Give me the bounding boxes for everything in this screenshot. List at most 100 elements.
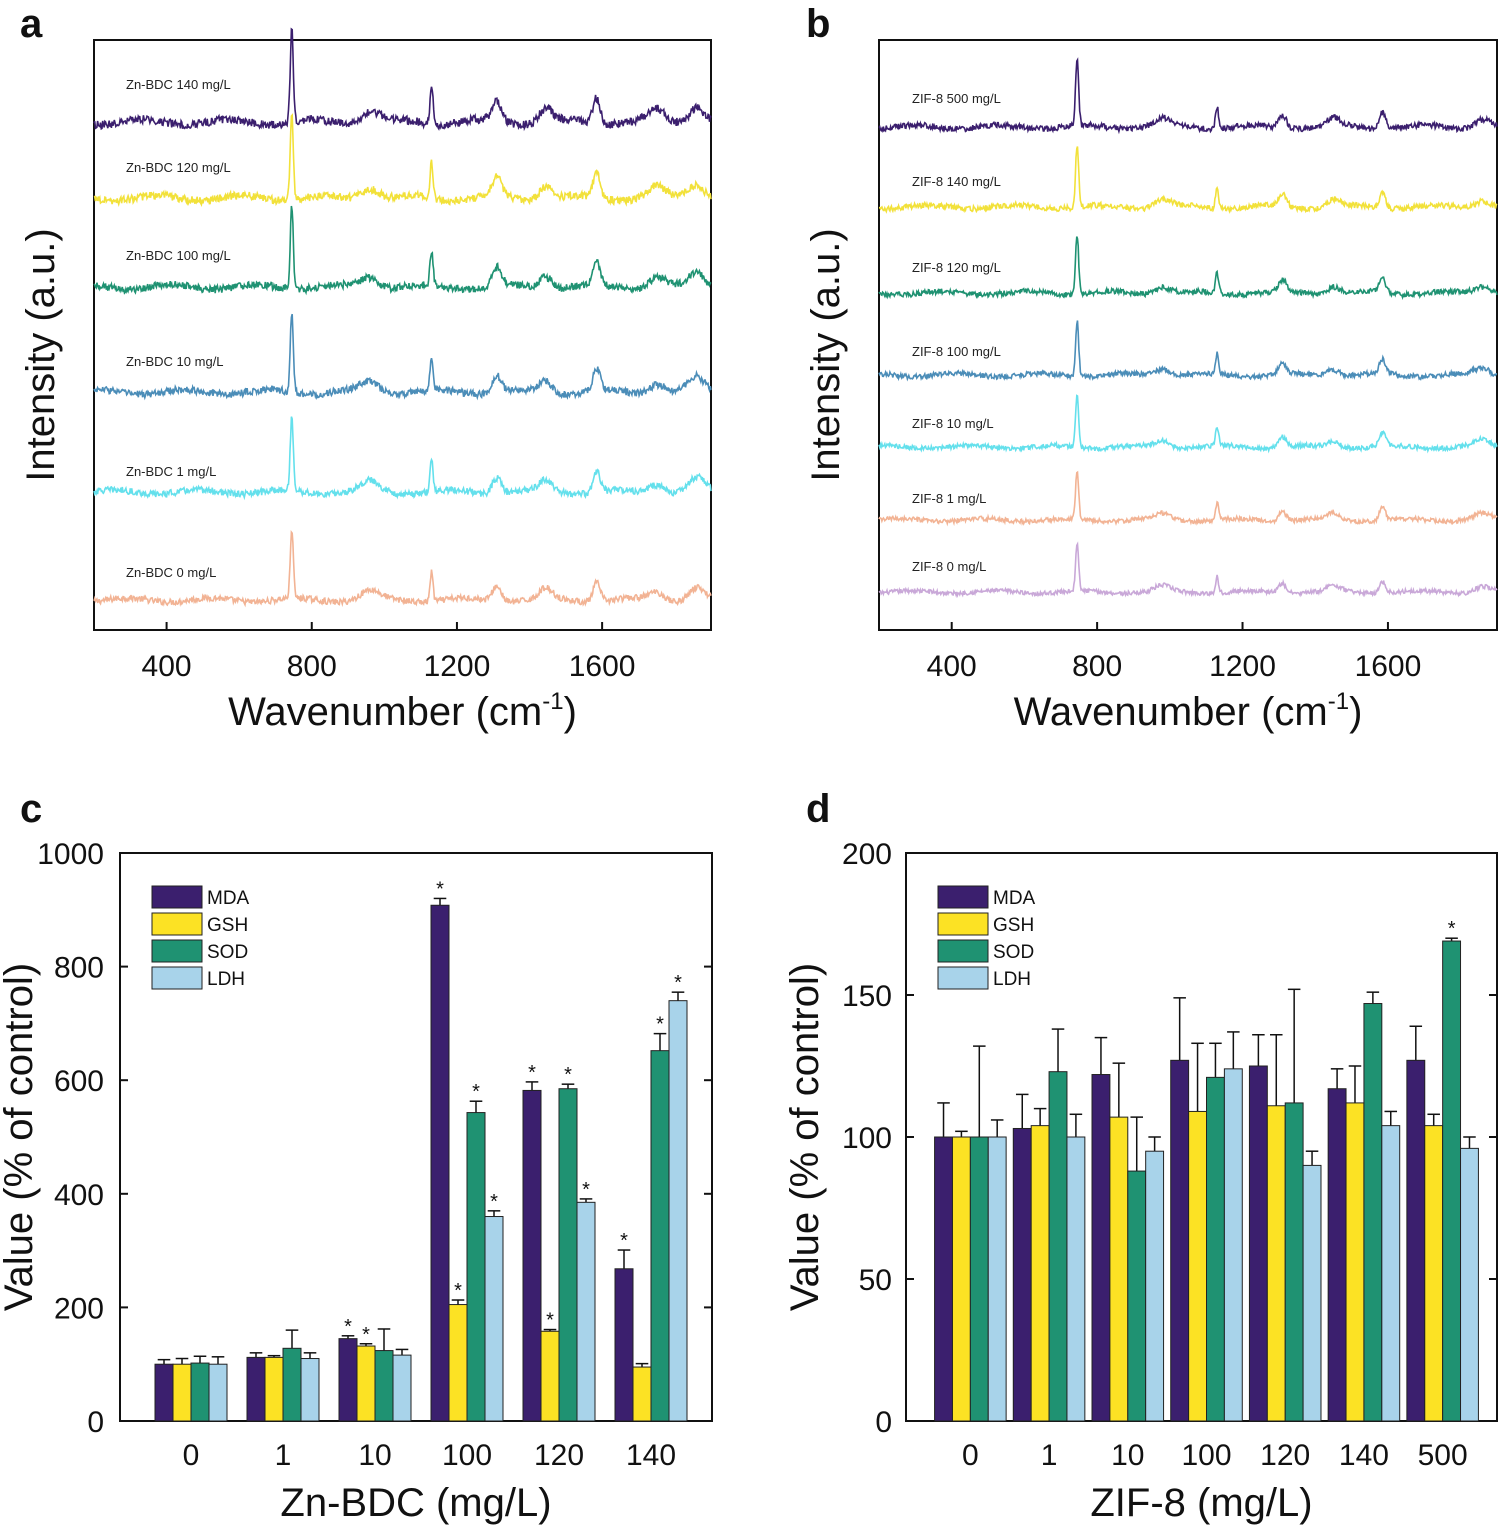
x-tick-label-c: 10 [358,1439,391,1472]
bar-sod-d [1442,940,1462,1422]
x-axis-label-a: Wavenumber (cm-1) [228,688,577,734]
spectrum-line-b-0 [878,541,1498,599]
plot-frame-b [878,39,1498,631]
bar-ldh-c [668,1000,688,1422]
x-tick-label-b: 1200 [1209,650,1276,683]
spectrum-line-a-5 [93,27,712,132]
spectrum-label-b-0: ZIF-8 0 mg/L [912,559,986,574]
x-tick-label-b: 1600 [1355,650,1422,683]
plot-frame-a [93,39,712,631]
x-axis-label-main: Wavenumber (cm [228,690,542,734]
significance-star-c: * [564,1064,572,1086]
significance-star-c: * [436,878,444,900]
spectrum-line-b-5 [878,146,1498,215]
bar-mda-d [934,1136,953,1422]
bar-gsh-c [540,1330,560,1422]
bar-mda-d [1170,1059,1190,1422]
panel-d-bar-chart-zif-8: 0 50 100 150 200 0 1 10 100 120 140 500 ZIF-8 (mg/L)… [783,838,1498,1525]
bar-sod-d [1284,1102,1304,1422]
bar-ldh-c [300,1358,320,1422]
bar-sod-d [1127,1170,1147,1422]
panel-letter-a: a [20,2,43,46]
bar-ldh-d [1460,1147,1479,1422]
bar-gsh-c [172,1363,192,1422]
spectrum-label-b-5: ZIF-8 140 mg/L [912,174,1001,189]
bar-mda-d [1406,1059,1426,1422]
bar-mda-c [614,1268,634,1422]
spectrum-label-b-2: ZIF-8 10 mg/L [912,416,994,431]
bar-ldh-c [576,1201,596,1422]
x-tick-label-c: 1 [275,1439,292,1472]
bar-ldh-d [987,1136,1007,1422]
x-axis-label-close: ) [564,690,577,734]
bar-mda-c [522,1089,542,1422]
significance-star-c: * [454,1280,462,1302]
panel-letter-c: c [20,787,42,831]
bar-sod-d [1363,1003,1383,1422]
x-tick-label-b: 400 [927,650,977,683]
bar-gsh-d [1030,1125,1050,1422]
bar-ldh-d [1302,1164,1322,1422]
spectrum-line-b-1 [878,470,1498,527]
y-axis-label-b: Intensity (a.u.) [804,228,848,481]
bar-gsh-d [951,1136,971,1422]
y-tick-label-d: 100 [842,1122,892,1155]
significance-star-c: * [344,1316,352,1338]
x-tick-label-a: 1600 [569,650,636,683]
y-tick-label-d: 200 [842,838,892,871]
bar-gsh-c [264,1356,284,1422]
x-tick-label-d: 120 [1260,1439,1310,1472]
spectrum-line-a-2 [93,313,712,401]
spectrum-line-b-2 [878,394,1498,454]
bar-gsh-d [1188,1110,1207,1422]
panel-letter-d: d [806,787,830,831]
bar-gsh-d [1266,1105,1286,1422]
legend-label-ldh-c: LDH [207,969,245,990]
bar-mda-d [1012,1127,1032,1422]
x-tick-label-d: 1 [1041,1439,1058,1472]
spectrum-line-a-4 [93,113,712,207]
bar-ldh-d [1381,1125,1401,1422]
legend-label-mda-c: MDA [207,888,250,909]
y-tick-label-c: 800 [54,952,104,985]
spectrum-label-b-3: ZIF-8 100 mg/L [912,344,1001,359]
x-tick-label-a: 1200 [424,650,491,683]
significance-star-c: * [362,1324,370,1346]
y-axis-label-a: Intensity (a.u.) [19,228,63,481]
x-tick-label-d: 10 [1111,1439,1144,1472]
bar-mda-d [1091,1074,1111,1422]
legend-swatch-mda-c [151,885,203,909]
bar-sod-d [1048,1071,1068,1422]
bar-mda-d [1327,1088,1347,1422]
panel-c-bar-chart-zn-bdc: 0 200 400 600 800 1000 0 1 10 100 120 140 Zn-BDC (mg… [0,838,713,1525]
bar-mda-c [154,1363,174,1422]
y-tick-label-c: 0 [87,1406,104,1439]
spectrum-line-b-3 [878,320,1498,382]
x-tick-label-c: 0 [183,1439,200,1472]
spectrum-line-b-6 [878,57,1498,135]
bar-sod-c [466,1112,486,1422]
spectrum-line-a-3 [93,205,712,296]
x-axis-label-close: ) [1349,690,1362,734]
spectrum-label-b-1: ZIF-8 1 mg/L [912,491,986,506]
bar-sod-c [282,1347,302,1422]
bar-mda-c [430,904,450,1422]
bar-gsh-c [632,1366,652,1422]
significance-star-c: * [528,1062,536,1084]
x-axis-label-c: Zn-BDC (mg/L) [280,1481,551,1525]
x-tick-label-d: 100 [1181,1439,1231,1472]
bar-gsh-c [356,1345,376,1422]
x-tick-label-c: 140 [626,1439,676,1472]
legend-label-gsh-c: GSH [207,915,248,936]
legend-swatch-gsh-c [151,912,203,936]
bar-gsh-c [448,1304,468,1422]
bar-gsh-d [1109,1116,1129,1422]
y-tick-label-c: 600 [54,1065,104,1098]
bar-sod-c [650,1050,670,1422]
legend-label-sod-d: SOD [993,942,1034,963]
significance-star-c: * [582,1179,590,1201]
legend-swatch-ldh-d [937,966,989,990]
significance-star-c: * [546,1310,554,1332]
spectrum-label-a-0: Zn-BDC 0 mg/L [126,565,216,580]
